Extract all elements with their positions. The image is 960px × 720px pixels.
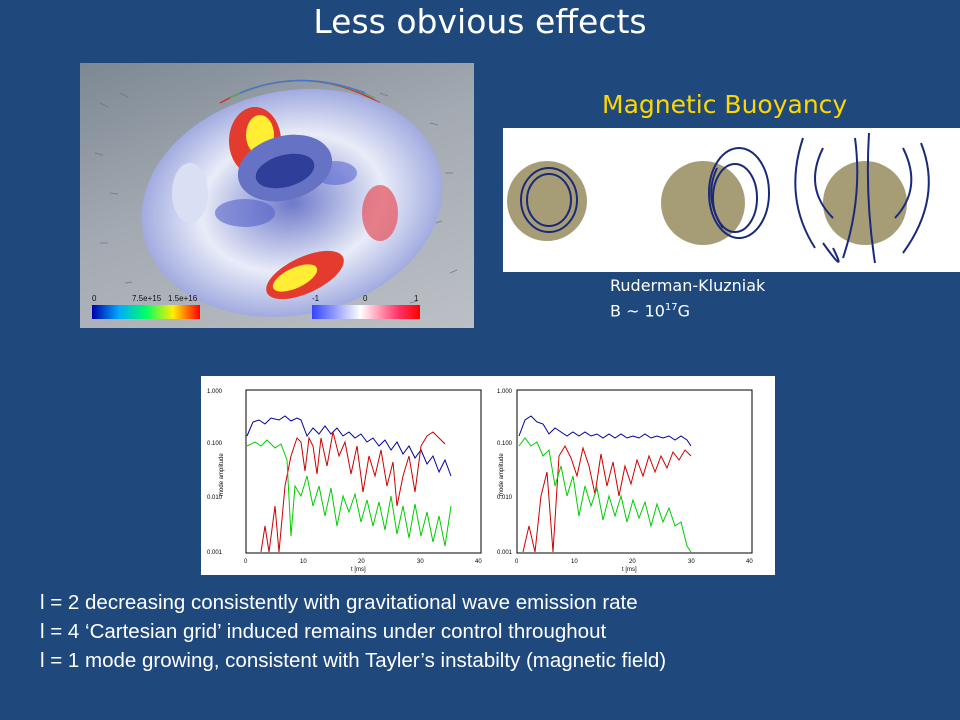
caption-prefix: B ~ 10 xyxy=(610,301,665,321)
x-tick: 40 xyxy=(475,559,482,565)
caption-exponent: 17 xyxy=(664,302,678,313)
colorbar-right-tick: 0 xyxy=(363,294,368,303)
y-tick: 0.100 xyxy=(497,441,513,447)
l1-curve xyxy=(522,444,692,553)
l4-curve xyxy=(518,437,692,553)
x-axis-label: t [ms] xyxy=(351,567,366,573)
l4-curve xyxy=(246,439,452,547)
conclusion-item: l = 2 decreasing consistently with gravi… xyxy=(40,591,638,614)
y-tick: 1.000 xyxy=(207,389,223,395)
conclusion-item: l = 4 ‘Cartesian grid’ induced remains u… xyxy=(40,620,607,643)
conclusions-list: l = 2 decreasing consistently with gravi… xyxy=(40,588,940,675)
colorbar-left-tick: 0 xyxy=(92,294,97,303)
x-tick: 10 xyxy=(571,559,578,565)
x-tick: 20 xyxy=(358,559,365,565)
buoyancy-sketch xyxy=(503,128,960,272)
x-tick: 30 xyxy=(417,559,424,565)
ruderman-kluzniak-caption: Ruderman-Kluzniak B ~ 1017G xyxy=(610,275,765,322)
mode-plots-svg: 1.000 0.100 0.010 0.001 0 10 20 30 40 t … xyxy=(207,389,753,573)
buoyancy-heading: Magnetic Buoyancy xyxy=(602,90,848,119)
x-tick: 0 xyxy=(515,559,519,565)
colorbar-field xyxy=(312,305,420,319)
left-plot: 1.000 0.100 0.010 0.001 0 10 20 30 40 t … xyxy=(207,389,482,573)
l1-curve xyxy=(260,431,446,553)
caption-suffix: G xyxy=(677,301,691,321)
x-tick: 10 xyxy=(300,559,307,565)
x-tick: 0 xyxy=(244,559,248,565)
colorbar-right-tick: 1 xyxy=(414,294,419,303)
y-tick: 0.010 xyxy=(497,495,513,501)
caption-line2: B ~ 1017G xyxy=(610,297,765,322)
colorbar-left-tick: 7.5e+15 xyxy=(132,294,162,303)
x-tick: 30 xyxy=(688,559,695,565)
y-tick: 1.000 xyxy=(497,389,513,395)
x-axis-label: t [ms] xyxy=(622,567,637,573)
x-tick: 40 xyxy=(746,559,753,565)
x-tick: 20 xyxy=(629,559,636,565)
y-tick: 0.100 xyxy=(207,441,223,447)
torus-render: 0 7.5e+15 1.5e+16 -1 0 1 xyxy=(92,79,458,319)
y-axis-label: mode amplitude xyxy=(219,453,225,496)
y-tick: 0.001 xyxy=(207,550,223,556)
y-tick: 0.010 xyxy=(207,495,223,501)
colorbar-density xyxy=(92,305,200,319)
buoyancy-drawing xyxy=(507,132,930,264)
mode-amplitude-plots: 1.000 0.100 0.010 0.001 0 10 20 30 40 t … xyxy=(201,376,775,575)
right-plot: 1.000 0.100 0.010 0.001 0 10 20 30 40 t … xyxy=(497,389,753,573)
torus-simulation-image: 0 7.5e+15 1.5e+16 -1 0 1 xyxy=(80,63,474,328)
y-axis-label: mode amplitude xyxy=(499,453,505,496)
conclusion-item: l = 1 mode growing, consistent with Tayl… xyxy=(40,649,667,672)
l2-curve xyxy=(246,415,452,477)
slide-title: Less obvious effects xyxy=(313,2,647,41)
l2-curve xyxy=(518,415,692,447)
colorbar-right-tick: -1 xyxy=(312,294,320,303)
colorbar-left-tick: 1.5e+16 xyxy=(168,294,198,303)
caption-line1: Ruderman-Kluzniak xyxy=(610,276,766,295)
y-tick: 0.001 xyxy=(497,550,513,556)
